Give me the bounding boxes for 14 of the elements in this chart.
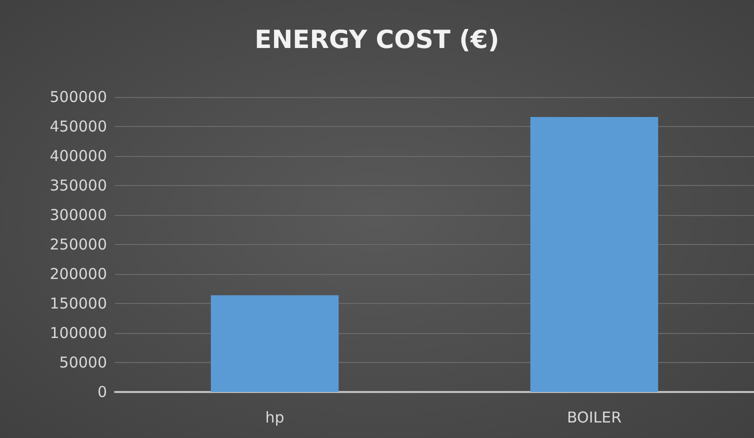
- y-tick-label: 500000: [50, 88, 107, 106]
- x-tick-label: BOILER: [566, 408, 622, 426]
- y-tick-label: 150000: [50, 294, 107, 312]
- y-tick-label: 400000: [50, 147, 107, 165]
- y-tick-label: 200000: [50, 265, 107, 283]
- y-tick-label: 300000: [50, 206, 107, 224]
- y-tick-label: 0: [97, 383, 107, 401]
- y-tick-label: 50000: [59, 354, 107, 372]
- chart-title: ENERGY COST (€): [254, 25, 500, 54]
- x-tick-label: hp: [265, 408, 284, 426]
- y-tick-label: 100000: [50, 324, 107, 342]
- y-tick-label: 250000: [50, 236, 107, 254]
- y-tick-label: 350000: [50, 176, 107, 194]
- y-tick-label: 450000: [50, 118, 107, 136]
